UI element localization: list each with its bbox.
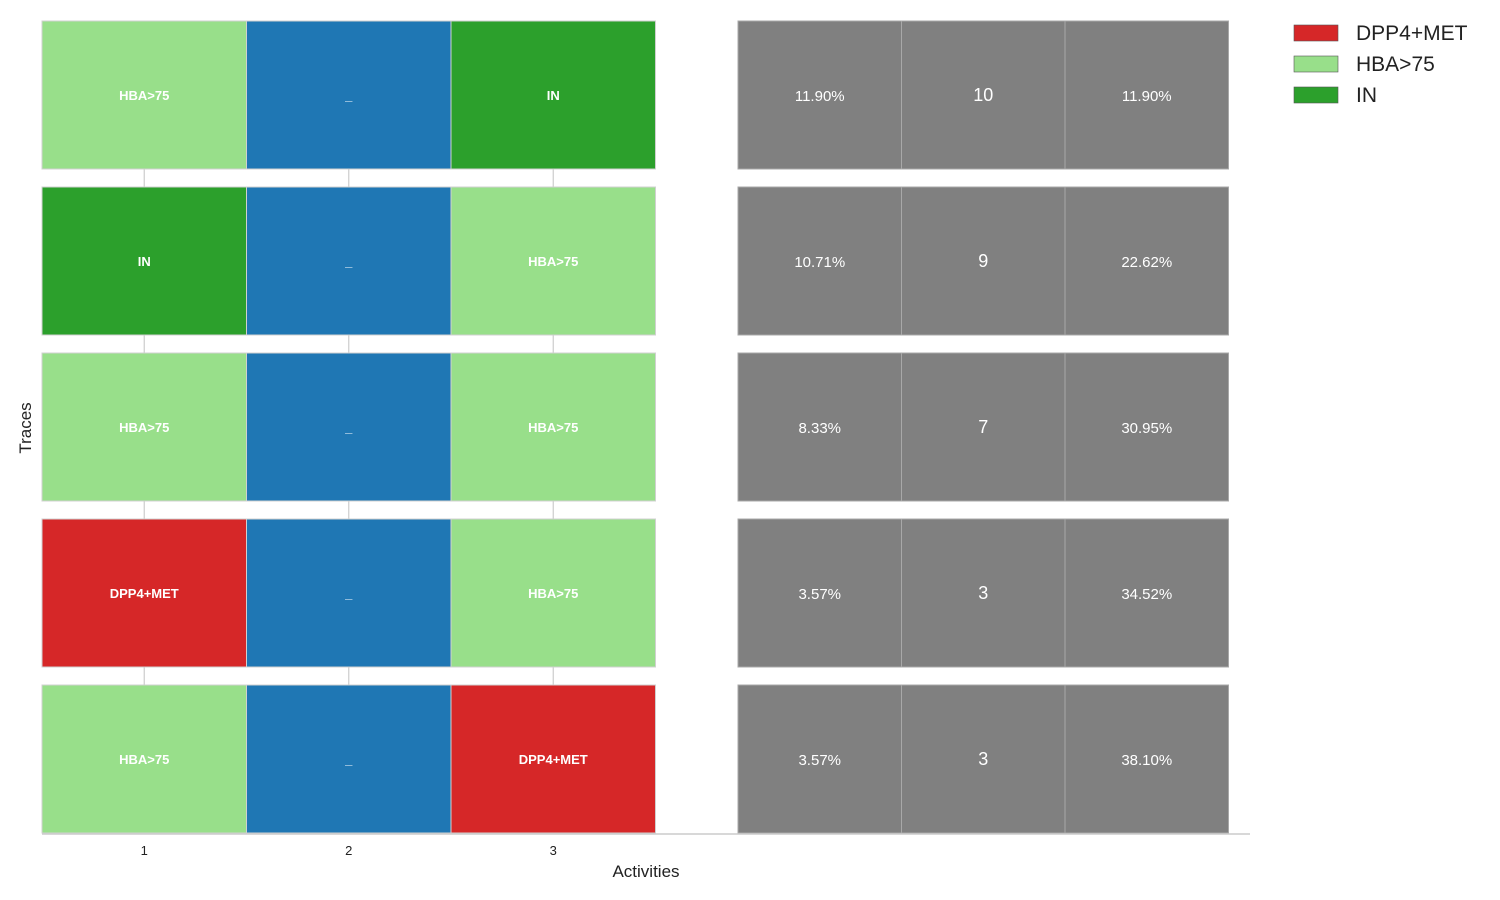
activity-cell — [41, 20, 247, 170]
activity-cell — [41, 518, 247, 668]
activity-cell-label: HBA>75 — [528, 586, 578, 601]
activity-cell — [41, 186, 247, 336]
stats-row-2: 10.71% 9 22.62% — [737, 186, 1229, 336]
activity-cells: HBA>75 _ IN IN _ HBA>75 HBA>75 _ HBA>75 DPP4+MET _… — [41, 20, 656, 834]
trace-count: 9 — [978, 251, 988, 271]
trace-percent: 10.71% — [794, 254, 845, 271]
stat-cell — [1064, 20, 1229, 170]
trace-count: 3 — [978, 583, 988, 603]
stats-row-1: 11.90% 10 11.90% — [737, 20, 1229, 170]
activity-cell — [450, 20, 656, 170]
trace-row-4: DPP4+MET _ HBA>75 — [41, 518, 656, 668]
activity-cell-label: _ — [344, 254, 353, 269]
legend-label: IN — [1356, 84, 1377, 107]
activity-cell — [450, 186, 656, 336]
trace-cumulative-percent: 30.95% — [1121, 420, 1172, 437]
stat-cell — [901, 186, 1066, 336]
activity-cell — [450, 684, 656, 834]
legend-label: DPP4+MET — [1356, 22, 1468, 45]
trace-stats: 11.90% 10 11.90% 10.71% 9 22.62% 8.33% 7 30.95% 3… — [737, 20, 1229, 834]
stat-cell — [737, 352, 902, 502]
activity-cell — [41, 352, 247, 502]
activity-cell-label: HBA>75 — [119, 752, 169, 767]
activity-cell — [246, 518, 452, 668]
activity-cell — [246, 684, 452, 834]
trace-percent: 11.90% — [795, 88, 845, 105]
x-tick-label: 2 — [345, 843, 352, 858]
activity-cell-label: DPP4+MET — [519, 752, 588, 767]
trace-row-2: IN _ HBA>75 — [41, 186, 656, 336]
stat-cell — [737, 518, 902, 668]
trace-cumulative-percent: 11.90% — [1122, 88, 1172, 105]
activity-cell-label: _ — [344, 420, 353, 435]
activity-cell-label: HBA>75 — [528, 420, 578, 435]
activity-cell — [246, 20, 452, 170]
stats-row-4: 3.57% 3 34.52% — [737, 518, 1229, 668]
activity-cell-label: HBA>75 — [528, 254, 578, 269]
x-tick-label: 3 — [550, 843, 557, 858]
legend-swatch — [1293, 55, 1339, 73]
x-axis-title: Activities — [612, 862, 679, 881]
activity-cell-label: IN — [547, 88, 560, 103]
stats-row-5: 3.57% 3 38.10% — [737, 684, 1229, 834]
activity-cell-label: HBA>75 — [119, 420, 169, 435]
activity-cell — [450, 352, 656, 502]
stat-cell — [1064, 684, 1229, 834]
trace-percent: 3.57% — [798, 752, 841, 769]
activity-cell — [41, 684, 247, 834]
activity-cell — [246, 186, 452, 336]
stat-cell — [901, 20, 1066, 170]
trace-count: 7 — [978, 417, 988, 437]
legend-swatch — [1293, 86, 1339, 104]
stat-cell — [901, 352, 1066, 502]
trace-percent: 8.33% — [798, 420, 841, 437]
activity-cell — [450, 518, 656, 668]
stat-cell — [1064, 352, 1229, 502]
y-axis-title: Traces — [16, 402, 35, 453]
stat-cell — [901, 684, 1066, 834]
activity-cell-label: HBA>75 — [119, 88, 169, 103]
stat-cell — [1064, 186, 1229, 336]
legend: DPP4+MET HBA>75 IN — [1293, 22, 1468, 107]
trace-cumulative-percent: 22.62% — [1121, 254, 1172, 271]
trace-row-1: HBA>75 _ IN — [41, 20, 656, 170]
trace-cumulative-percent: 34.52% — [1121, 586, 1172, 603]
stats-row-3: 8.33% 7 30.95% — [737, 352, 1229, 502]
stat-cell — [901, 518, 1066, 668]
x-tick-label: 1 — [141, 843, 148, 858]
trace-count: 10 — [973, 85, 993, 105]
stat-cell — [1064, 518, 1229, 668]
activity-cell-label: _ — [344, 88, 353, 103]
activity-cell-label: _ — [344, 752, 353, 767]
legend-label: HBA>75 — [1356, 53, 1435, 76]
legend-swatch — [1293, 24, 1339, 42]
activity-cell — [246, 352, 452, 502]
trace-row-5: HBA>75 _ DPP4+MET — [41, 684, 656, 834]
activity-cell-label: _ — [344, 586, 353, 601]
trace-cumulative-percent: 38.10% — [1121, 752, 1172, 769]
activity-cell-label: DPP4+MET — [110, 586, 179, 601]
x-tick-labels: 1 2 3 — [141, 843, 557, 858]
stat-cell — [737, 20, 902, 170]
activity-cell-label: IN — [138, 254, 151, 269]
trace-percent: 3.57% — [798, 586, 841, 603]
trace-row-3: HBA>75 _ HBA>75 — [41, 352, 656, 502]
stat-cell — [737, 186, 902, 336]
trace-count: 3 — [978, 749, 988, 769]
